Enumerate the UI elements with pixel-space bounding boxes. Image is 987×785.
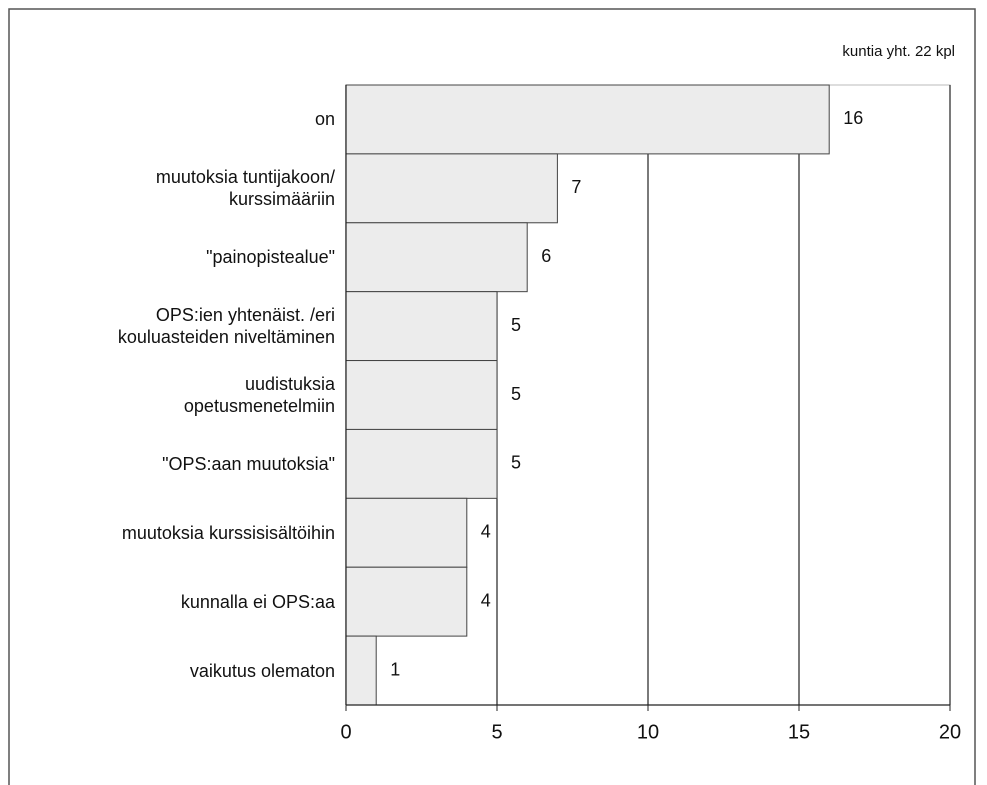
frame xyxy=(8,8,976,785)
bar xyxy=(345,222,528,293)
category-label: "painopistealue" xyxy=(206,247,335,268)
value-label: 6 xyxy=(541,246,551,266)
category-label: muutoksia kurssisisältöihin xyxy=(121,522,335,543)
category-label: OPS:ien yhtenäist. /eri kouluasteiden ni… xyxy=(117,305,335,348)
category-label: vaikutus olematon xyxy=(189,660,335,681)
bar xyxy=(345,84,830,155)
value-label: 5 xyxy=(511,315,521,335)
x-tick-label: 15 xyxy=(788,721,810,743)
bar xyxy=(345,360,498,430)
note: kuntia yht. 22 kpl xyxy=(842,43,955,60)
value-label: 7 xyxy=(571,177,581,197)
value-label: 16 xyxy=(843,108,863,128)
x-tick-label: 0 xyxy=(340,721,351,743)
bar xyxy=(345,428,498,499)
value-label: 4 xyxy=(481,590,491,610)
bar xyxy=(345,291,498,362)
category-label: uudistuksia opetusmenetelmiin xyxy=(183,374,335,416)
bar xyxy=(345,566,468,637)
bar xyxy=(345,635,377,706)
x-tick-label: 10 xyxy=(637,721,659,743)
category-label: kunnalla ei OPS:aa xyxy=(180,591,335,612)
value-label: 5 xyxy=(511,453,521,473)
value-label: 5 xyxy=(511,384,521,404)
category-label: muutoksia tuntijakoon/ kurssimääriin xyxy=(155,167,335,210)
bar xyxy=(345,497,468,568)
x-tick-label: 20 xyxy=(939,721,961,743)
category-label: "OPS:aan muutoksia" xyxy=(162,453,335,474)
value-label: 1 xyxy=(390,659,400,679)
category-label: on xyxy=(314,109,335,130)
value-label: 4 xyxy=(481,522,491,542)
bar xyxy=(345,153,558,224)
x-tick-label: 5 xyxy=(491,721,502,743)
